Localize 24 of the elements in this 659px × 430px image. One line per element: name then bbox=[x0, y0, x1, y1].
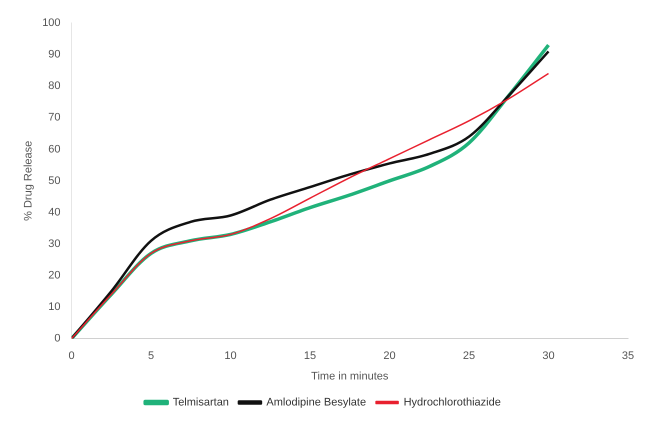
y-tick-label: 30 bbox=[48, 238, 61, 250]
x-tick-label: 10 bbox=[224, 350, 237, 362]
y-axis-title: % Drug Release bbox=[22, 140, 35, 221]
y-tick-label: 0 bbox=[54, 332, 61, 345]
x-tick-label: 0 bbox=[68, 350, 75, 362]
y-tick-label: 10 bbox=[48, 301, 61, 314]
y-tick-label: 40 bbox=[48, 206, 61, 218]
x-axis-title: Time in minutes bbox=[311, 370, 389, 382]
y-tick-label: 90 bbox=[48, 48, 61, 61]
legend-label: Telmisartan bbox=[172, 396, 229, 409]
y-tick-label: 100 bbox=[42, 17, 61, 30]
y-tick-label: 60 bbox=[48, 143, 61, 156]
x-tick-label: 20 bbox=[383, 350, 396, 362]
legend-label: Amlodipine Besylate bbox=[266, 396, 366, 409]
x-tick-label: 5 bbox=[148, 350, 154, 362]
legend-label: Hydrochlorothiazide bbox=[404, 396, 501, 409]
y-tick-label: 50 bbox=[48, 174, 61, 187]
x-tick-label: 25 bbox=[462, 350, 476, 362]
x-tick-label: 30 bbox=[542, 350, 555, 362]
x-tick-label: 35 bbox=[622, 350, 634, 362]
y-tick-label: 20 bbox=[48, 270, 61, 282]
y-tick-label: 70 bbox=[48, 112, 61, 124]
x-tick-label: 15 bbox=[304, 350, 316, 362]
y-tick-label: 80 bbox=[48, 80, 61, 92]
